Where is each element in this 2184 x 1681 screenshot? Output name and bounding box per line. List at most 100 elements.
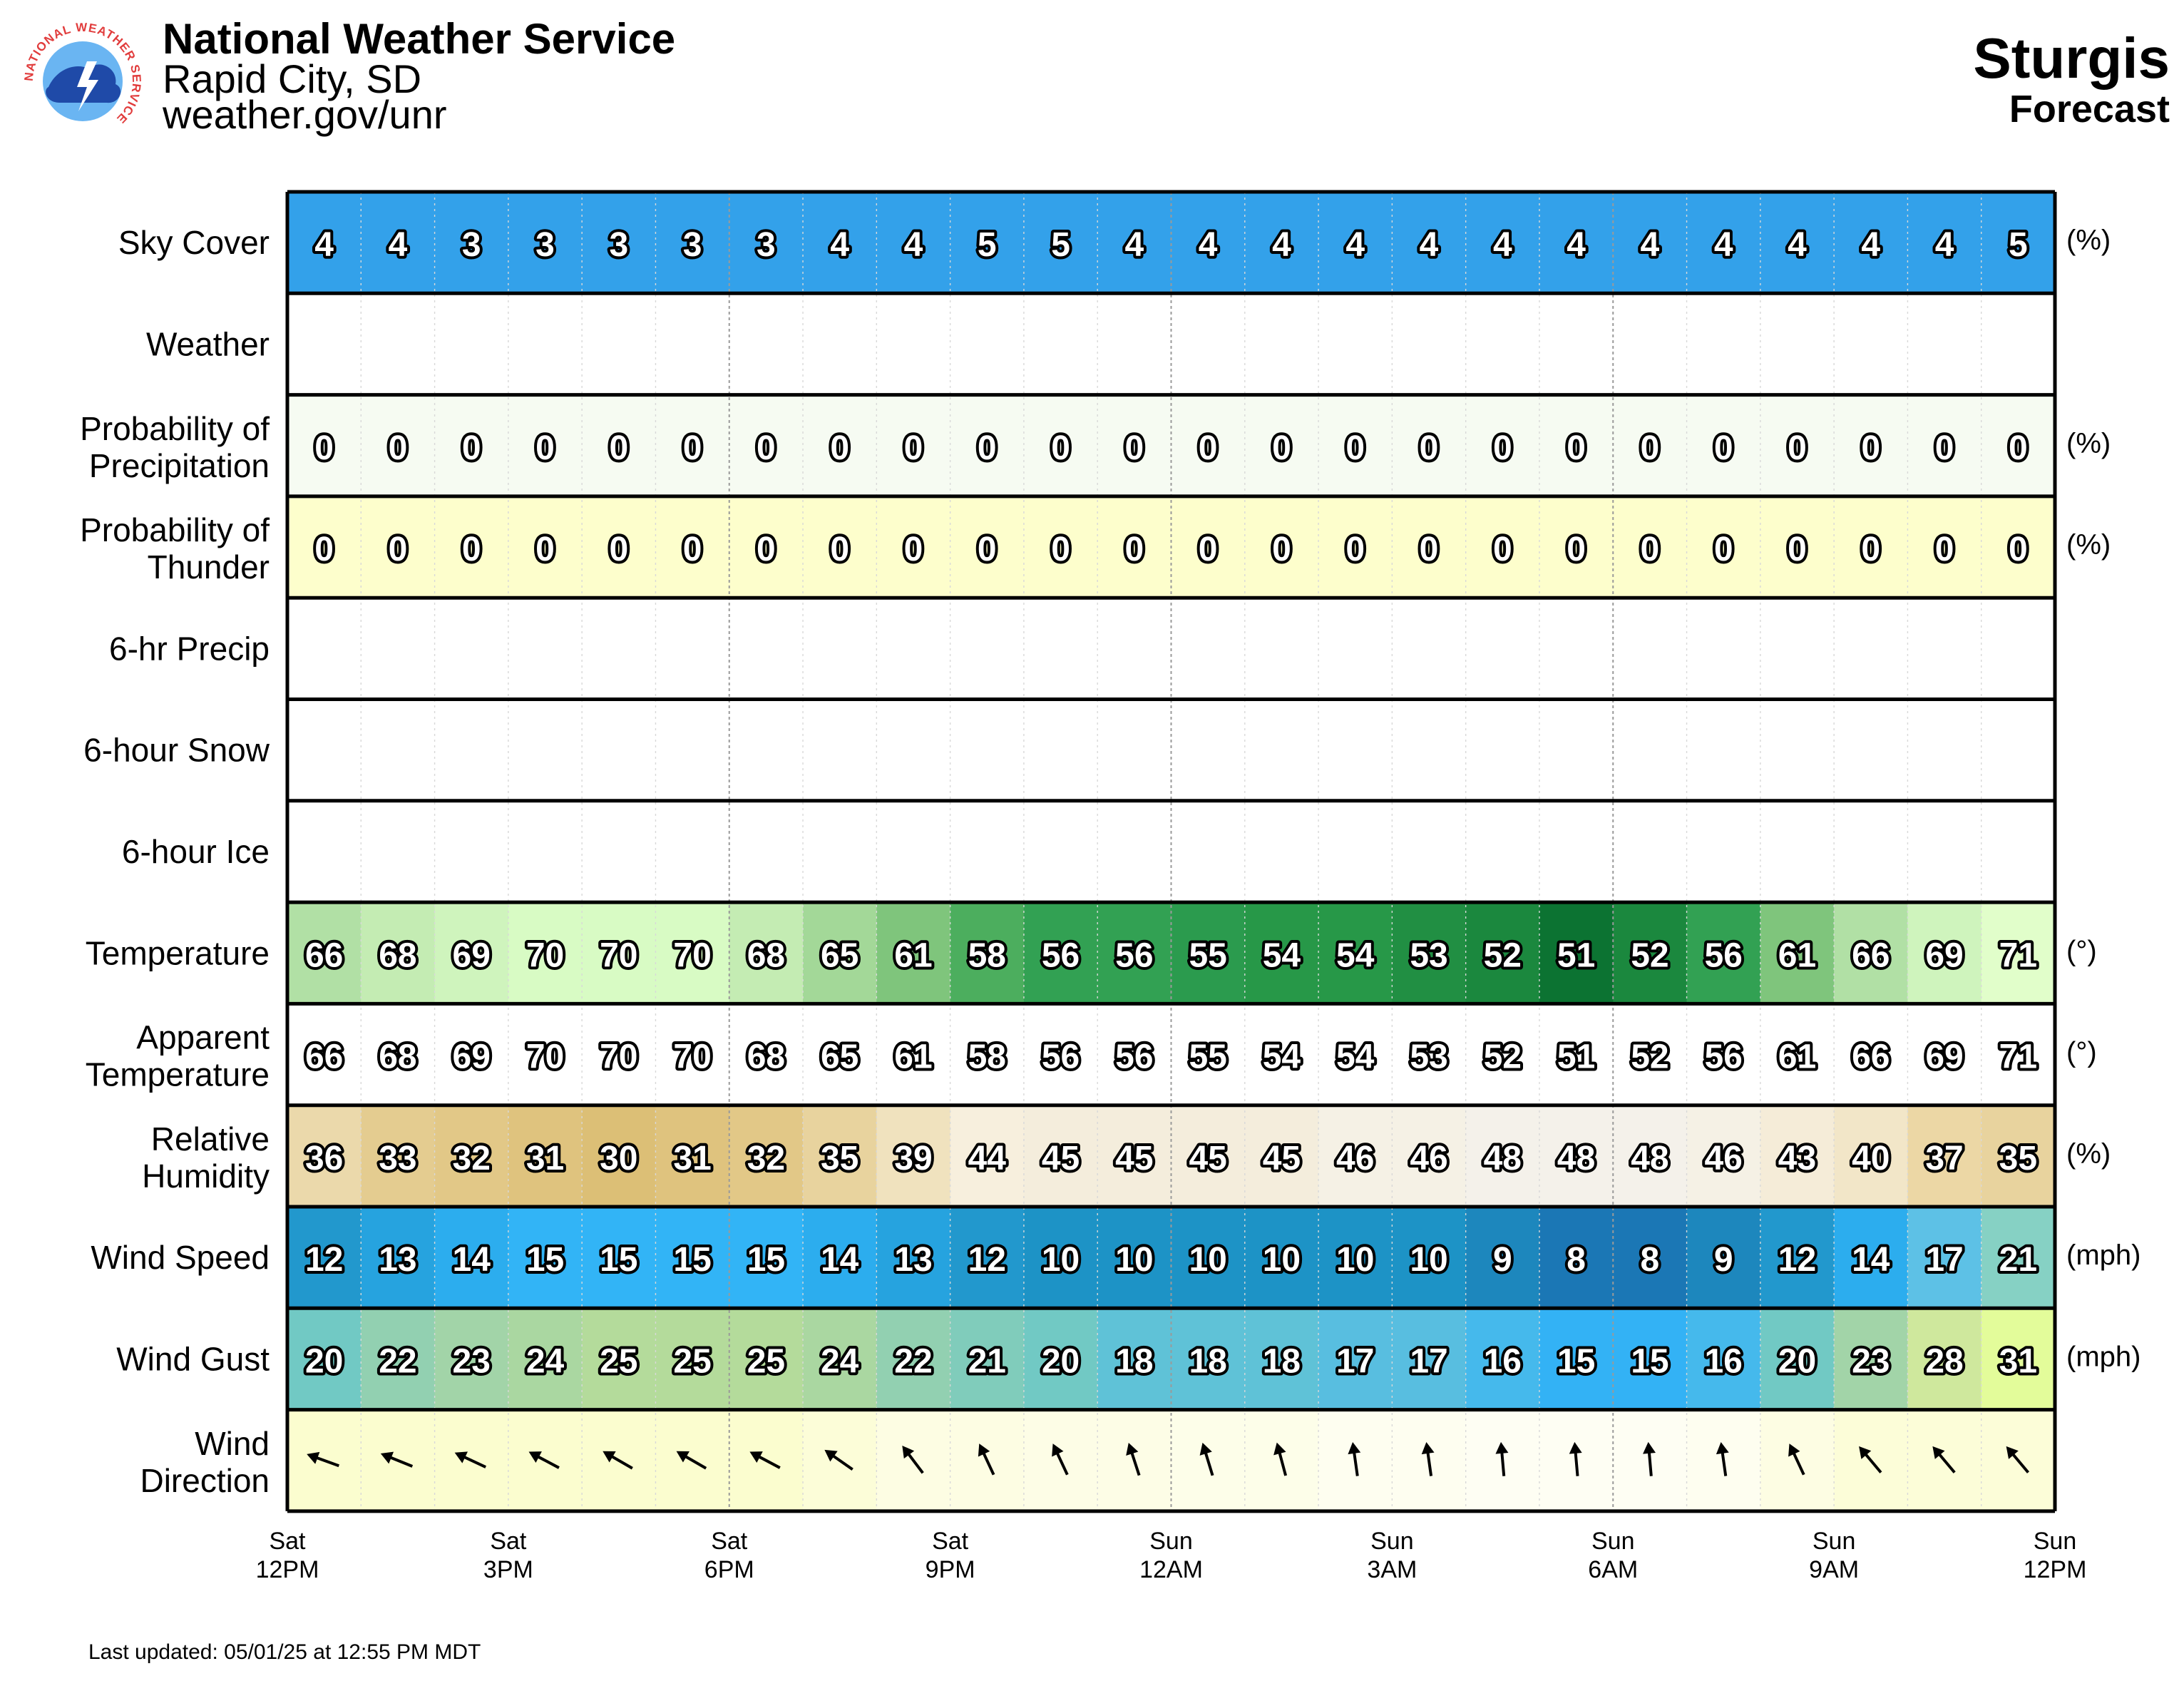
cell-bg [1981,1207,2056,1309]
cell-bg [803,800,877,903]
cell-bg [1686,394,1761,496]
cell-bg [1465,1207,1540,1309]
value-label: 0 [609,531,628,568]
value-label: 51 [1557,936,1595,974]
wind-arrow [902,1445,924,1474]
cell-bg [876,1207,951,1309]
cell-bg [803,394,877,496]
cell-bg [582,1308,657,1410]
cell-bg [1613,192,1688,294]
value-label: 22 [894,1342,932,1380]
wind-arrow [1126,1443,1141,1476]
cell-bg [876,699,951,801]
value-label: 45 [1115,1140,1153,1177]
cell-bg [434,496,509,598]
cell-bg [508,800,583,903]
cell-bg [434,1105,509,1207]
cell-bg [1318,800,1393,903]
x-tick-time: 9AM [1809,1556,1859,1583]
value-label: 0 [1051,429,1070,467]
cell-bg [950,293,1025,395]
wind-arrow [978,1444,995,1476]
organization-name: National Weather Service [163,15,676,63]
cell-bg [1244,598,1319,700]
cell-bg [1023,293,1098,395]
wind-arrow [824,1449,853,1471]
cell-bg [1171,800,1246,903]
cell-bg [876,800,951,903]
cell-bg [1907,192,1982,294]
value-label: 23 [1852,1342,1890,1380]
x-tick-day: Sun [1813,1528,1856,1555]
value-label: 51 [1557,1038,1595,1076]
cell-bg [1907,902,1982,1004]
cell-bg [1613,394,1688,496]
cell-bg [1318,1105,1393,1207]
wind-arrow [1788,1444,1805,1476]
value-label: 0 [1345,531,1365,568]
x-tick-day: Sun [2034,1528,2077,1555]
value-label: 4 [830,226,849,264]
cell-bg [1171,394,1246,496]
value-label: 17 [1925,1241,1963,1279]
value-label: 12 [1778,1241,1816,1279]
cell-bg [1760,598,1835,700]
cell-bg [1613,1003,1688,1105]
cell-bg [729,192,804,294]
value-label: 3 [609,226,628,264]
cell-bg [1318,598,1393,700]
value-label: 56 [1042,1038,1080,1076]
cell-bg [1171,1207,1246,1309]
value-label: 0 [1641,531,1660,568]
cell-bg [950,800,1025,903]
value-label: 4 [1861,226,1880,264]
cell-bg [1834,800,1909,903]
row-label: Humidity [142,1158,270,1195]
cell-bg [729,293,804,395]
cell-bg [1171,192,1246,294]
value-label: 5 [978,226,997,264]
cell-bg [803,496,877,598]
cell-bg [287,1207,362,1309]
cell-bg [1465,902,1540,1004]
cell-bg [1834,394,1909,496]
last-updated: Last updated: 05/01/25 at 12:55 PM MDT [88,1640,481,1664]
cell-bg [434,192,509,294]
value-label: 18 [1115,1342,1153,1380]
cell-bg [582,293,657,395]
cell-bg [1392,902,1467,1004]
cell-bg [361,800,436,903]
website-link[interactable]: weather.gov/unr [163,92,447,137]
value-label: 17 [1410,1342,1447,1380]
value-label: 70 [600,936,637,974]
value-label: 0 [1272,531,1291,568]
value-label: 0 [757,429,776,467]
value-label: 35 [821,1140,858,1177]
cell-bg [1097,699,1172,801]
cell-bg [1023,1003,1098,1105]
cell-bg [361,1003,436,1105]
cell-bg [729,800,804,903]
x-tick-day: Sat [269,1528,306,1555]
cell-bg [1097,1207,1172,1309]
value-label: 10 [1042,1241,1080,1279]
value-label: 53 [1410,1038,1447,1076]
value-label: 0 [1125,531,1144,568]
wind-arrow [1421,1442,1435,1476]
x-tick-time: 12PM [2024,1556,2087,1583]
row-label: Wind Gust [116,1340,270,1377]
cell-bg [1318,699,1393,801]
value-label: 16 [1704,1342,1742,1380]
cell-bg [950,1105,1025,1207]
value-label: 3 [535,226,555,264]
value-label: 17 [1336,1342,1374,1380]
value-label: 0 [389,531,408,568]
value-label: 68 [747,1038,785,1076]
cell-bg [1907,1105,1982,1207]
value-label: 65 [821,936,858,974]
cell-bg [1686,1105,1761,1207]
cell-bg [508,293,583,395]
cell-bg [1760,496,1835,598]
cell-bg [1318,902,1393,1004]
cell-bg [1981,1003,2056,1105]
